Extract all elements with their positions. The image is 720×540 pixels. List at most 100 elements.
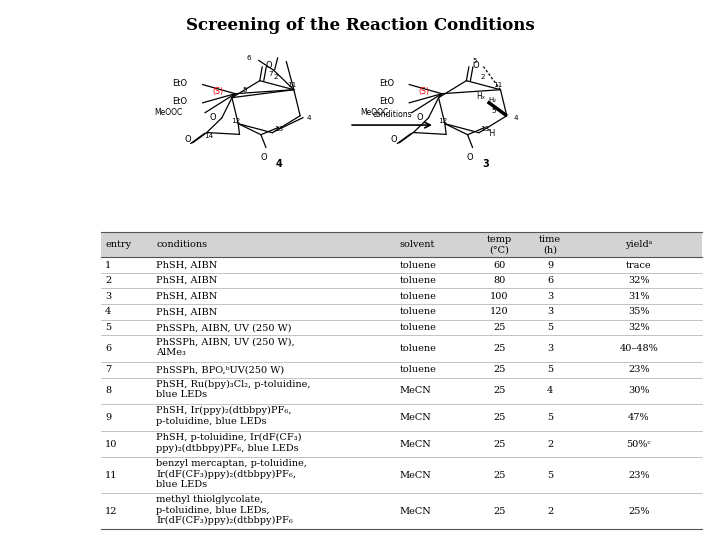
Text: PhSH, Ir(ppy)₂(dtbbpy)PF₆,
p-toluidine, blue LEDs: PhSH, Ir(ppy)₂(dtbbpy)PF₆, p-toluidine, … (156, 406, 292, 426)
Text: 7: 7 (269, 71, 274, 77)
Text: MeCN: MeCN (400, 507, 431, 516)
Text: MeOOC: MeOOC (154, 109, 182, 117)
Text: 2: 2 (480, 74, 485, 80)
Text: PhSH, AIBN: PhSH, AIBN (156, 292, 217, 301)
Text: toluene: toluene (400, 323, 436, 332)
Text: 25: 25 (493, 413, 505, 422)
Text: MeCN: MeCN (400, 440, 431, 449)
Text: 25: 25 (493, 471, 505, 480)
Text: toluene: toluene (400, 292, 436, 301)
Text: 5: 5 (547, 365, 553, 374)
Text: 5: 5 (547, 323, 553, 332)
Text: 5: 5 (547, 413, 553, 422)
Text: 32%: 32% (628, 276, 649, 285)
Text: 12: 12 (105, 507, 117, 516)
Text: 11: 11 (105, 471, 117, 480)
Text: 100: 100 (490, 292, 508, 301)
Text: 3: 3 (547, 344, 554, 353)
Text: MeCN: MeCN (400, 386, 431, 395)
Text: PhSH, AIBN: PhSH, AIBN (156, 307, 217, 316)
Text: H₂: H₂ (489, 97, 497, 103)
Text: PhSH, AIBN: PhSH, AIBN (156, 276, 217, 285)
Text: 35%: 35% (628, 307, 649, 316)
Text: temp
(°C): temp (°C) (487, 235, 512, 254)
Text: O: O (416, 113, 423, 122)
Text: 40–48%: 40–48% (619, 344, 658, 353)
Text: EtO: EtO (172, 79, 187, 88)
Text: toluene: toluene (400, 276, 436, 285)
Text: 25: 25 (493, 323, 505, 332)
Text: 80: 80 (493, 276, 505, 285)
Text: O: O (184, 134, 191, 144)
Text: EtO: EtO (379, 79, 394, 88)
Text: methyl thiolglycolate,
p-toluidine, blue LEDs,
Ir(dF(CF₃)ppy)₂(dtbbpy)PF₆: methyl thiolglycolate, p-toluidine, blue… (156, 495, 293, 525)
Text: 25: 25 (493, 507, 505, 516)
Text: benzyl mercaptan, p-toluidine,
Ir(dF(CF₃)ppy)₂(dtbbpy)PF₆,
blue LEDs: benzyl mercaptan, p-toluidine, Ir(dF(CF₃… (156, 460, 307, 489)
Text: 47%: 47% (628, 413, 649, 422)
Text: 25: 25 (493, 365, 505, 374)
Text: PhSSPh, BPO,ᵇUV(250 W): PhSSPh, BPO,ᵇUV(250 W) (156, 365, 284, 374)
Text: 31%: 31% (628, 292, 649, 301)
Text: PhSH, p-toluidine, Ir(dF(CF₃)
ppy)₂(dtbbpy)PF₆, blue LEDs: PhSH, p-toluidine, Ir(dF(CF₃) ppy)₂(dtbb… (156, 433, 302, 453)
Text: 60: 60 (493, 260, 505, 269)
Text: O: O (472, 60, 479, 70)
Text: EtO: EtO (172, 97, 187, 106)
Text: 4: 4 (307, 114, 312, 120)
Text: PhSSPh, AIBN, UV (250 W),
AlMe₃: PhSSPh, AIBN, UV (250 W), AlMe₃ (156, 338, 295, 357)
Text: 2: 2 (274, 74, 278, 80)
Text: (S): (S) (418, 87, 430, 96)
Text: 23%: 23% (628, 365, 649, 374)
Text: 13: 13 (274, 126, 283, 132)
Text: 25%: 25% (628, 507, 649, 516)
Text: toluene: toluene (400, 344, 436, 353)
Text: MeOOC: MeOOC (361, 109, 389, 117)
Text: 7: 7 (105, 365, 112, 374)
Text: 8: 8 (105, 386, 112, 395)
Text: 3: 3 (105, 292, 112, 301)
Text: 9: 9 (105, 413, 112, 422)
Text: EtO: EtO (379, 97, 394, 106)
Text: PhSH, Ru(bpy)₃Cl₂, p-toluidine,
blue LEDs: PhSH, Ru(bpy)₃Cl₂, p-toluidine, blue LED… (156, 380, 311, 399)
Text: time
(h): time (h) (539, 235, 562, 254)
Text: O: O (210, 113, 216, 122)
Text: 25: 25 (493, 386, 505, 395)
Text: 5: 5 (473, 58, 477, 64)
Text: Hₓ: Hₓ (476, 92, 485, 101)
Text: Screening of the Reaction Conditions: Screening of the Reaction Conditions (186, 17, 534, 34)
Text: 12: 12 (231, 118, 240, 124)
Text: 11: 11 (287, 82, 296, 89)
Text: 11: 11 (493, 82, 503, 89)
Text: 12: 12 (438, 118, 447, 124)
Text: O: O (391, 134, 397, 144)
Text: (S): (S) (212, 87, 223, 96)
Text: 50%ᶜ: 50%ᶜ (626, 440, 652, 449)
Text: 5: 5 (105, 323, 112, 332)
Text: solvent: solvent (400, 240, 435, 249)
Text: 10: 10 (105, 440, 117, 449)
Text: 4: 4 (547, 386, 554, 395)
Text: MeCN: MeCN (400, 471, 431, 480)
Text: 6: 6 (246, 56, 251, 62)
Text: 3: 3 (547, 307, 554, 316)
Text: 2: 2 (547, 440, 554, 449)
Text: "H: "H (487, 130, 496, 138)
Text: 25: 25 (493, 440, 505, 449)
Text: PhSH, AIBN: PhSH, AIBN (156, 260, 217, 269)
Text: conditions: conditions (372, 110, 412, 119)
Text: toluene: toluene (400, 260, 436, 269)
Text: O: O (467, 153, 474, 162)
Text: 1: 1 (105, 260, 112, 269)
Text: yieldᵃ: yieldᵃ (625, 240, 652, 249)
Text: 6: 6 (547, 276, 553, 285)
Text: 4: 4 (275, 159, 282, 168)
Text: 2: 2 (105, 276, 112, 285)
Text: 3: 3 (547, 292, 554, 301)
Text: 5: 5 (243, 87, 248, 93)
Text: 13: 13 (480, 126, 490, 132)
Text: toluene: toluene (400, 365, 436, 374)
Text: trace: trace (626, 260, 652, 269)
Text: 2: 2 (547, 507, 554, 516)
Text: 23%: 23% (628, 471, 649, 480)
Text: PhSSPh, AIBN, UV (250 W): PhSSPh, AIBN, UV (250 W) (156, 323, 292, 332)
Text: 32%: 32% (628, 323, 649, 332)
